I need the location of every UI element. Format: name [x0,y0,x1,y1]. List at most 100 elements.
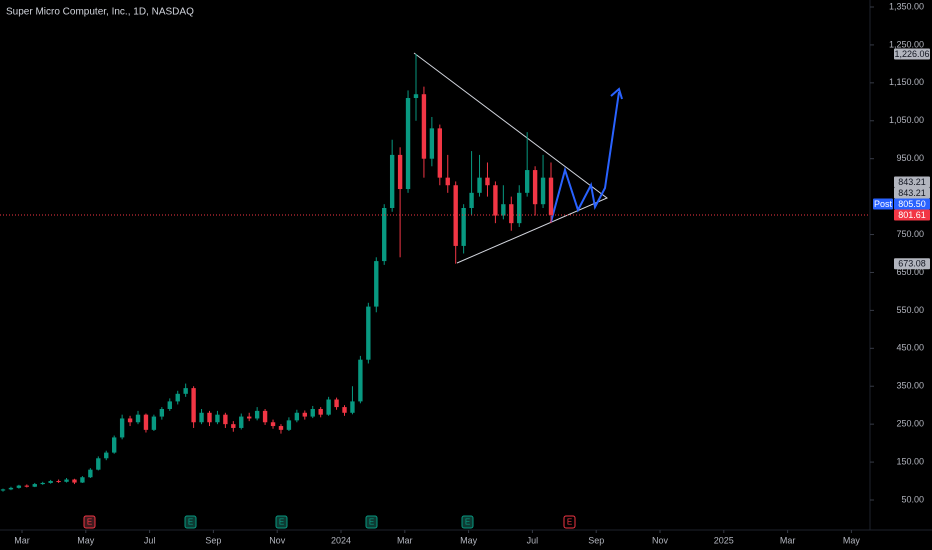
candle-body [247,416,252,419]
candle-body [493,185,498,216]
y-tick-label: 550.00 [896,305,924,315]
candle-body [342,407,347,413]
candle-body [119,418,125,438]
candle-body [72,479,77,483]
candle-body [429,128,435,159]
event-icon [275,515,288,529]
projection [550,91,620,223]
y-tick-label: 450.00 [896,343,924,353]
arrow-head [610,87,623,100]
event-label: E [369,518,374,527]
x-tick-label: Nov [652,535,669,545]
candle-body [262,410,268,423]
candle-body [231,424,236,428]
candle-body [413,94,419,99]
price-label-box [894,187,930,199]
candle-body [477,177,482,193]
y-tick-label: 1,250.00 [889,39,924,49]
price-label: 673.08 [898,259,926,269]
event-icon [83,515,96,529]
candle-body [96,458,101,470]
y-tick-label: 1,050.00 [889,115,924,125]
price-label-box [894,209,930,221]
candle-body [461,207,466,246]
candle-body [326,399,331,415]
candle-body [270,422,276,427]
x-tick-label: Nov [269,535,286,545]
candle-body [24,485,30,487]
price-label: 801.61 [898,210,926,220]
candle-body [334,399,339,408]
price-label: 843.21 [898,177,926,187]
candle-body [175,393,180,402]
event-label: E [188,518,193,527]
price-label-box [894,258,930,270]
candle-body [40,482,45,485]
candle-body [239,416,244,428]
triangle [413,52,608,264]
candle-body [445,177,450,186]
candle-body [127,418,133,423]
candle-body [485,177,490,186]
candle-body [32,484,37,487]
y-tick-label: 650.00 [896,267,924,277]
x-tick-label: Mar [780,535,796,545]
events: E E E E E E [83,515,576,529]
candle-body [286,420,292,430]
event-label: E [567,518,572,527]
candle-body [374,261,379,307]
price-label: 805.50 [898,199,926,209]
candle-body [215,414,220,423]
candle-body [524,170,530,193]
candle-body [509,204,514,224]
x-tick-label: May [77,535,95,545]
candle-body [88,469,93,478]
candle-body [389,154,395,208]
candle-body [64,479,69,482]
candle-body [278,426,284,430]
y-tick-label: 150.00 [896,456,924,466]
candle-body [207,412,212,423]
candle-body [548,177,554,215]
candle-body [421,94,427,159]
y-tick-label: 1,350.00 [889,1,924,11]
x-tick-label: Jul [144,535,156,545]
price-label-box [894,198,930,210]
candle-body [0,489,6,491]
candle-body [517,192,522,224]
event-icon [563,515,576,529]
price-label: 843.21 [898,188,926,198]
candle-body [501,204,506,216]
price-label-box [894,176,930,188]
candle-body [302,412,307,417]
y-tick-label: 950.00 [896,153,924,163]
candle-body [437,128,442,178]
y-tick-label: 250.00 [896,419,924,429]
candle-body [191,388,196,423]
candle-body [350,401,355,413]
candle-body [183,388,188,394]
event-icon [365,515,378,529]
candle-body [223,414,228,425]
price-label: 1,226.06 [894,49,929,59]
post-tag-box [873,198,893,210]
candle-body [310,408,315,417]
x-tick-label: Mar [397,535,413,545]
candle-body [358,359,363,402]
x-tick-label: 2025 [714,535,734,545]
x-tick-label: Sep [588,535,604,545]
chart-title: Super Micro Computer, Inc., 1D, NASDAQ [6,7,194,18]
candle-body [167,401,172,409]
x-tick-label: Sep [205,535,221,545]
x-tick-label: Mar [14,535,30,545]
x-tick-label: 2024 [331,535,351,545]
candle-body [405,98,411,190]
y-tick-label: 350.00 [896,381,924,391]
y-tick-label: 1,150.00 [889,77,924,87]
candle-body [382,207,387,262]
x-tick-label: May [460,535,478,545]
candle-body [112,437,117,453]
